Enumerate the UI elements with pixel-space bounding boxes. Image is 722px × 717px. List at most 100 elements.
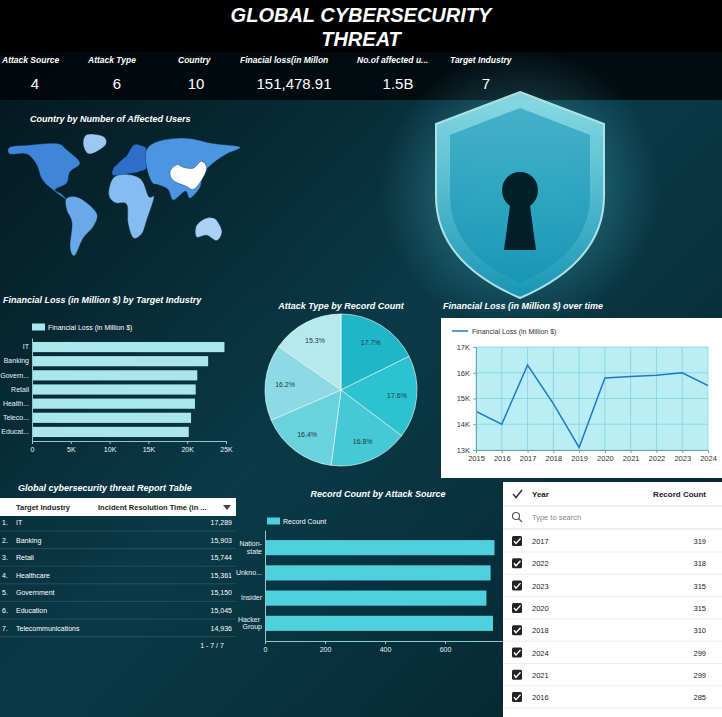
search-input[interactable]: Type to search <box>532 513 581 522</box>
data-label: 17.6% <box>387 392 407 399</box>
land <box>170 161 207 189</box>
column-header[interactable]: Incident Resolution Time (in ... <box>98 503 207 512</box>
tick-label: 2018 <box>545 454 562 463</box>
tick-label: 200 <box>320 646 332 653</box>
axis: 0200400600 <box>264 641 506 653</box>
tick-label: Teleco... <box>3 414 29 421</box>
divider <box>503 506 722 507</box>
kpi-label: Finacial loss(in Millon <box>240 55 328 65</box>
checkbox[interactable] <box>512 625 522 635</box>
column-header: Record Count <box>653 490 706 499</box>
divider <box>503 708 722 709</box>
search-icon <box>519 519 523 523</box>
tick-mark <box>682 450 683 453</box>
tick: 2019 <box>571 450 588 463</box>
cell: 15,045 <box>211 607 233 614</box>
tick-mark <box>473 373 476 374</box>
map <box>8 134 240 256</box>
cell: 6. <box>2 607 8 614</box>
data-label: 16.4% <box>297 431 317 438</box>
tick-mark <box>502 450 503 453</box>
tick: IT <box>23 343 32 350</box>
axis-line <box>32 339 33 442</box>
kpi-value: 7 <box>482 75 490 92</box>
column-header[interactable]: Target Industry <box>16 503 71 512</box>
chart-title: Country by Number of Affected Users <box>30 114 191 124</box>
tick-mark <box>656 450 657 453</box>
filter-option[interactable]: 2021 <box>532 671 549 680</box>
select-all[interactable] <box>513 490 522 498</box>
plot <box>476 365 708 447</box>
tick: 0 <box>31 441 35 453</box>
divider <box>503 529 722 530</box>
tick-label: 2021 <box>623 454 640 463</box>
axis-line <box>477 451 709 454</box>
tick-label: Insider <box>241 594 263 601</box>
label-line: Group <box>243 623 263 631</box>
row-divider <box>0 601 236 602</box>
panel <box>441 318 722 478</box>
axis: ITBankingGovern...RetailHealth...Teleco.… <box>0 339 32 442</box>
tick: 20K <box>181 441 194 453</box>
cell: Education <box>16 607 47 614</box>
cell: 7. <box>2 625 8 632</box>
axis: 13K14K15K16K17K <box>457 343 477 455</box>
axis-line <box>33 442 227 445</box>
tick: 10K <box>104 441 117 453</box>
chart-title: Attack Type by Record Count <box>277 301 405 311</box>
filter-option[interactable]: 2023 <box>532 582 549 591</box>
checkbox[interactable] <box>512 670 522 680</box>
chart-title: Record Count by Attack Source <box>310 489 445 499</box>
cell: 15,150 <box>211 589 233 596</box>
land <box>65 197 97 256</box>
tick-label: 5K <box>67 446 76 453</box>
checkbox[interactable] <box>512 536 522 546</box>
divider <box>503 574 722 575</box>
sort-icon[interactable] <box>223 505 231 510</box>
title-band <box>0 0 722 52</box>
tick-label: 14K <box>457 420 470 429</box>
keyhole <box>502 172 538 250</box>
tick: 16K <box>457 369 476 378</box>
filter-option[interactable]: 2022 <box>532 559 549 568</box>
filter-option[interactable]: 2024 <box>532 649 549 658</box>
divider <box>503 685 722 686</box>
filter-option[interactable]: 2018 <box>532 626 549 635</box>
tick: Banking <box>4 357 32 365</box>
plot-area <box>476 347 708 450</box>
tick: Hacker Group <box>238 616 265 632</box>
kpi-label: Attack Type <box>87 55 136 65</box>
bar <box>32 384 196 394</box>
filter-option[interactable]: 2016 <box>532 693 549 702</box>
background <box>0 0 722 717</box>
tick-label: Banking <box>4 357 29 365</box>
chart-title: Financial Loss (in Million $) by Target … <box>3 295 202 305</box>
tick: 25K <box>220 441 233 453</box>
checkbox[interactable] <box>512 603 522 613</box>
tick-label: Health... <box>3 400 29 407</box>
tick-label: Hacker Group <box>238 616 262 632</box>
tick-label: Nation-state <box>239 540 262 555</box>
cell: 2. <box>2 537 8 544</box>
tick-mark <box>71 441 72 444</box>
tick-label: 0 <box>264 646 268 653</box>
check <box>514 583 521 588</box>
divider <box>503 663 722 664</box>
tick: 2024 <box>700 450 717 463</box>
axis: Nation-state Unkno... Insider Hacker Group <box>236 531 266 642</box>
tick-label: Unkno... <box>236 569 262 576</box>
filter-option[interactable]: 2020 <box>532 604 549 613</box>
checkbox[interactable] <box>512 558 522 568</box>
tick-mark <box>473 424 476 425</box>
shield <box>436 92 604 298</box>
checkbox[interactable] <box>512 648 522 658</box>
slice <box>331 390 402 466</box>
tick-label: 2019 <box>571 454 588 463</box>
checkbox[interactable] <box>512 692 522 702</box>
filter-option[interactable]: 2017 <box>532 537 549 546</box>
bar <box>32 370 197 380</box>
divider <box>503 618 722 619</box>
tick-label: 10K <box>104 446 117 453</box>
checkbox[interactable] <box>512 581 522 591</box>
check <box>514 539 521 544</box>
